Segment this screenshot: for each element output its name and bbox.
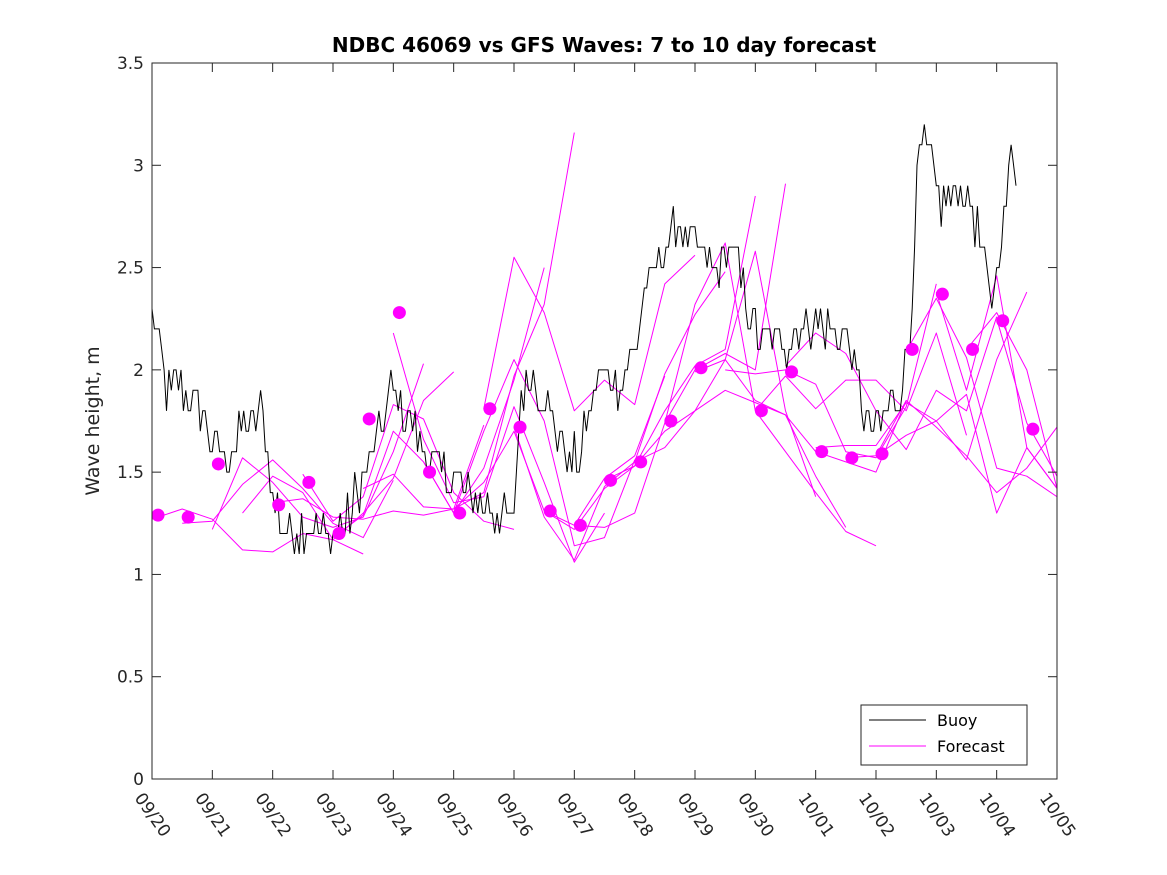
- forecast-line: [996, 318, 1057, 477]
- forecast-point: [815, 445, 829, 459]
- forecast-point: [543, 504, 557, 518]
- forecast-point: [935, 287, 949, 301]
- forecast-point: [181, 510, 195, 524]
- forecast-line: [966, 312, 1057, 489]
- forecast-line: [453, 375, 666, 526]
- forecast-line: [392, 332, 605, 563]
- forecast-point: [513, 420, 527, 434]
- forecast-line: [754, 332, 967, 436]
- forecast-point: [302, 475, 316, 489]
- forecast-marker-layer: [151, 287, 1040, 541]
- forecast-point: [211, 457, 225, 471]
- forecast-point: [905, 342, 919, 356]
- forecast-line: [152, 508, 364, 555]
- forecast-point: [785, 365, 799, 379]
- chart-title: NDBC 46069 vs GFS Waves: 7 to 10 day for…: [332, 33, 877, 57]
- legend-box: [860, 704, 1028, 766]
- y-tick-label: 0: [133, 770, 144, 790]
- forecast-line: [664, 242, 877, 547]
- forecast-point: [573, 518, 587, 532]
- legend: Buoy Forecast: [860, 704, 1028, 766]
- forecast-line: [694, 359, 907, 473]
- series-layer: [152, 124, 1057, 563]
- forecast-line: [785, 316, 998, 451]
- forecast-point: [845, 451, 859, 465]
- forecast-line: [725, 283, 937, 459]
- y-axis-label: Wave height, m: [82, 346, 104, 495]
- forecast-point: [604, 473, 618, 487]
- buoy-line: [152, 124, 1017, 555]
- y-tick-label: 1.5: [117, 463, 144, 483]
- forecast-point: [151, 508, 165, 522]
- y-tick-label: 2: [133, 361, 144, 381]
- forecast-point: [272, 498, 286, 512]
- forecast-point: [392, 306, 406, 320]
- legend-buoy-label: Buoy: [937, 711, 977, 730]
- forecast-line: [272, 424, 485, 520]
- forecast-line: [815, 291, 1028, 461]
- forecast-point: [754, 404, 768, 418]
- y-tick-label: 2.5: [117, 259, 144, 279]
- forecast-line: [362, 132, 575, 510]
- forecast-line: [182, 459, 394, 539]
- forecast-line: [845, 400, 1057, 494]
- y-tick-label: 3.5: [117, 54, 144, 74]
- forecast-point: [875, 447, 889, 461]
- forecast-line: [483, 254, 696, 412]
- forecast-point: [996, 314, 1010, 328]
- forecast-point: [483, 402, 497, 416]
- legend-forecast-label: Forecast: [937, 737, 1005, 756]
- forecast-point: [453, 506, 467, 520]
- forecast-line: [302, 404, 515, 530]
- forecast-point: [664, 414, 678, 428]
- axes-box: [151, 62, 1058, 780]
- forecast-point: [362, 412, 376, 426]
- forecast-line: [935, 275, 1057, 489]
- forecast-line: [905, 297, 1057, 498]
- y-tick-label: 3: [133, 156, 144, 176]
- forecast-point: [423, 465, 437, 479]
- forecast-point: [332, 527, 346, 541]
- forecast-line: [634, 389, 847, 528]
- forecast-point: [634, 455, 648, 469]
- y-tick-label: 0.5: [117, 668, 144, 688]
- forecast-point: [966, 342, 980, 356]
- forecast-point: [694, 361, 708, 375]
- forecast-point: [1026, 422, 1040, 436]
- forecast-line: [574, 183, 786, 528]
- y-tick-label: 1: [133, 565, 144, 585]
- forecast-line: [211, 363, 424, 530]
- plot-area: [152, 63, 1057, 779]
